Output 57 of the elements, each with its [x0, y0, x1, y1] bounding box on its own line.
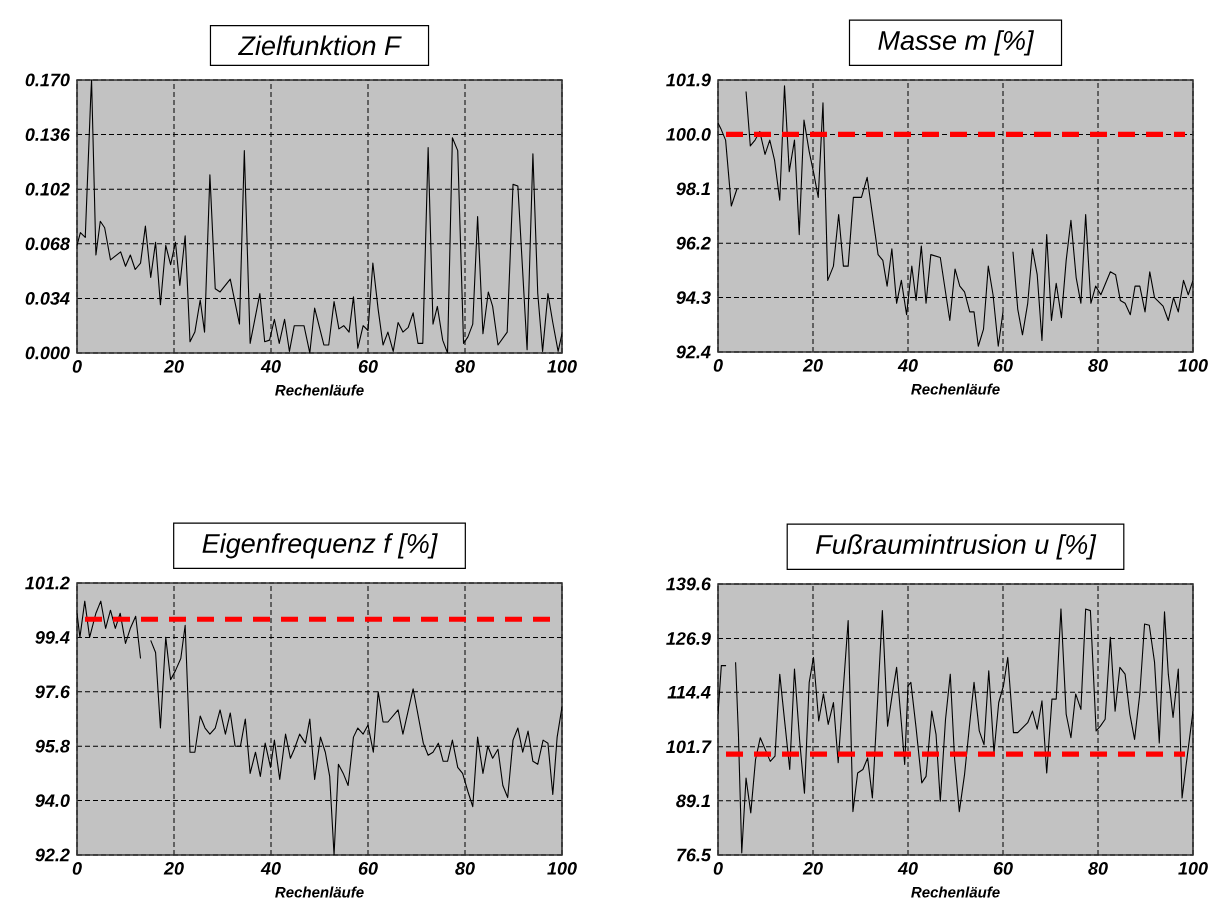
x-tick-label: 100 — [547, 862, 577, 875]
x-tick-label: 0 — [72, 360, 82, 373]
x-tick-label: 100 — [547, 360, 577, 373]
x-tick-label: 60 — [358, 862, 378, 875]
y-tick-label: 76.5 — [677, 848, 712, 862]
x-tick-label: 100 — [1178, 862, 1208, 875]
x-tick-label: 60 — [358, 360, 378, 373]
y-tick-label: 114.4 — [667, 686, 711, 699]
y-tick-label: 0.034 — [25, 292, 70, 305]
y-tick-label: 94.3 — [676, 291, 711, 304]
y-tick-label: 97.6 — [35, 685, 71, 699]
y-tick-label: 92.4 — [676, 345, 711, 359]
y-tick-label: 139.6 — [666, 577, 712, 591]
chart-title: Zielfunktion F — [237, 35, 402, 56]
line-series — [77, 79, 563, 353]
y-tick-label: 94.0 — [35, 794, 70, 807]
x-axis-title: Rechenläufe — [275, 384, 364, 396]
x-tick-label: 60 — [993, 359, 1013, 372]
y-tick-label: 95.8 — [35, 739, 70, 753]
y-tick-label: 101.2 — [25, 576, 70, 590]
x-axis-title: Rechenläufe — [911, 886, 1000, 898]
x-tick-label: 0 — [72, 862, 82, 875]
x-tick-label: 80 — [1088, 862, 1108, 875]
chart-title: Eigenfrequenz f [%] — [202, 533, 438, 559]
x-tick-label: 0 — [713, 359, 723, 372]
y-tick-label: 96.2 — [676, 236, 711, 250]
x-tick-label: 40 — [897, 862, 918, 875]
x-axis-title: Rechenläufe — [911, 383, 1000, 395]
x-tick-label: 0 — [713, 862, 723, 875]
y-tick-label: 99.4 — [35, 631, 70, 644]
x-tick-label: 40 — [260, 862, 281, 875]
x-tick-label: 20 — [163, 360, 184, 373]
y-tick-label: 0.170 — [25, 73, 70, 87]
x-tick-label: 40 — [897, 359, 918, 372]
y-tick-label: 126.9 — [666, 632, 711, 645]
y-tick-label: 101.7 — [666, 740, 712, 754]
x-tick-label: 20 — [802, 359, 823, 372]
y-tick-label: 0.000 — [25, 346, 70, 360]
y-tick-label: 0.102 — [25, 182, 70, 196]
chart-title: Fußraumintrusion u [%] — [816, 534, 1097, 560]
x-tick-label: 80 — [1088, 359, 1108, 372]
x-tick-label: 80 — [455, 360, 475, 373]
x-tick-label: 40 — [260, 360, 281, 373]
y-tick-label: 101.9 — [666, 73, 711, 87]
y-tick-label: 98.1 — [676, 182, 710, 196]
x-axis-title: Rechenläufe — [275, 886, 364, 898]
x-tick-label: 20 — [802, 862, 823, 875]
x-tick-label: 80 — [455, 862, 475, 875]
x-tick-label: 20 — [163, 862, 184, 875]
chart-title: Masse m [%] — [878, 30, 1035, 56]
y-tick-label: 100.0 — [666, 128, 711, 141]
x-tick-label: 60 — [993, 862, 1013, 875]
y-tick-label: 92.2 — [35, 848, 70, 862]
y-tick-label: 0.068 — [25, 237, 70, 251]
y-tick-label: 89.1 — [676, 794, 710, 808]
x-tick-label: 100 — [1178, 359, 1208, 372]
y-tick-label: 0.136 — [25, 128, 71, 141]
